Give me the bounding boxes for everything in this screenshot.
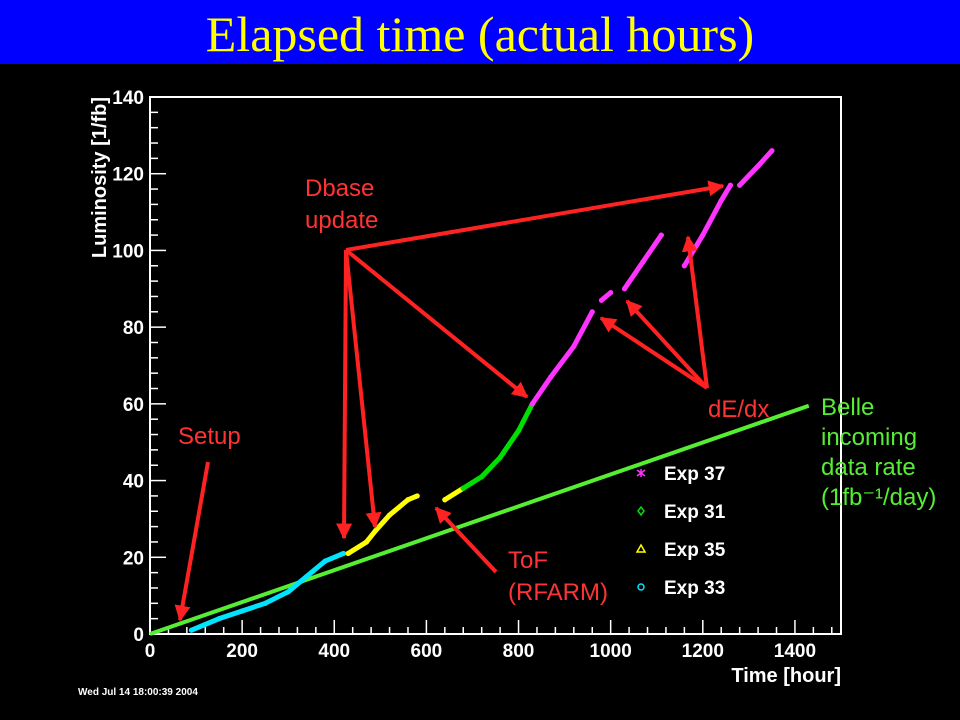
plot-timestamp: Wed Jul 14 18:00:39 2004 (78, 687, 198, 698)
annotation-arrow (336, 249, 353, 540)
data-point (755, 163, 761, 169)
x-tick-label: 800 (503, 641, 535, 662)
title-bar: Elapsed time (actual hours) (0, 0, 960, 64)
data-point (340, 550, 347, 557)
legend-label: Exp 35 (664, 540, 726, 561)
data-point (414, 493, 420, 499)
y-tick-label: 0 (133, 625, 144, 646)
tof-annotation: ToF (RFARM) (508, 547, 608, 606)
legend-label: Exp 31 (664, 502, 726, 523)
series-exp-31 (460, 401, 535, 491)
annotation-arrow (625, 299, 709, 390)
belle-rate-annotation: Belle incoming data rate (1fb⁻¹/day) (821, 394, 936, 511)
belle-rate-line (149, 403, 810, 636)
series-exp-35 (442, 485, 466, 503)
x-axis-label: Time [hour] (731, 665, 841, 687)
data-point (460, 485, 466, 491)
data-point (386, 512, 393, 518)
data-point (479, 474, 485, 480)
data-point (515, 428, 522, 434)
data-point (769, 148, 775, 154)
data-point (345, 550, 351, 557)
legend-label: Exp 33 (664, 578, 725, 599)
data-point (571, 343, 577, 349)
data-point (216, 616, 222, 622)
y-tick-label: 140 (112, 88, 144, 109)
annotation-arrow (681, 235, 709, 389)
x-tick-label: 600 (411, 641, 443, 662)
y-axis-label: Luminosity [1/fb] (89, 97, 111, 258)
annotation-arrow (434, 506, 498, 574)
slide-title: Elapsed time (actual hours) (205, 6, 755, 62)
data-point (681, 263, 687, 269)
y-tick-label: 80 (123, 318, 144, 339)
series-exp-33 (188, 550, 346, 633)
annotation-arrow (174, 461, 210, 622)
dedx-annotation: dE/dx (708, 396, 769, 423)
series-exp-37 (529, 309, 595, 407)
data-point (718, 197, 724, 204)
data-point (262, 600, 268, 606)
legend-label: Exp 37 (664, 464, 725, 485)
data-point (188, 627, 195, 633)
data-point (304, 573, 310, 580)
data-point (405, 497, 411, 503)
x-tick-label: 0 (145, 641, 156, 662)
x-tick-label: 1000 (590, 641, 632, 662)
legend-marker-circle (637, 583, 645, 591)
data-point (548, 374, 554, 380)
data-point (658, 232, 664, 238)
data-point (589, 309, 595, 315)
data-point (598, 297, 605, 303)
data-point (640, 259, 646, 265)
data-point (608, 290, 614, 296)
data-point (529, 401, 535, 407)
legend-marker-triangle (635, 543, 647, 553)
data-point (239, 608, 245, 614)
data-point (363, 539, 370, 545)
data-point (442, 497, 448, 503)
data-point (373, 527, 379, 534)
dbase-update-annotation: Dbase update (305, 175, 378, 234)
data-point (497, 454, 503, 461)
legend-marker-diamond (637, 505, 645, 517)
plot-frame (149, 96, 842, 635)
data-point (322, 558, 328, 564)
data-point (727, 182, 734, 188)
legend-marker-star (636, 469, 646, 477)
data-point (700, 232, 706, 238)
legend: Exp 37 Exp 31 Exp 35 Exp 33 (635, 464, 726, 599)
x-tick-label: 200 (226, 641, 258, 662)
data-point (285, 589, 291, 595)
y-tick-label: 100 (112, 241, 144, 262)
y-tick-label: 40 (123, 472, 144, 493)
data-point (737, 182, 743, 188)
x-tick-label: 400 (318, 641, 350, 662)
y-tick-label: 20 (123, 548, 144, 569)
annotation-arrow (344, 248, 529, 399)
y-tick-label: 60 (123, 395, 144, 416)
data-point (621, 286, 628, 292)
x-tick-label: 1400 (774, 641, 816, 662)
x-tick-label: 1200 (682, 641, 724, 662)
annotation-arrow (344, 249, 382, 529)
setup-annotation: Setup (178, 423, 241, 450)
y-tick-label: 120 (112, 165, 144, 186)
series-exp-37 (737, 148, 775, 188)
annotation-arrow (599, 316, 709, 390)
annotation-arrow (345, 180, 725, 252)
